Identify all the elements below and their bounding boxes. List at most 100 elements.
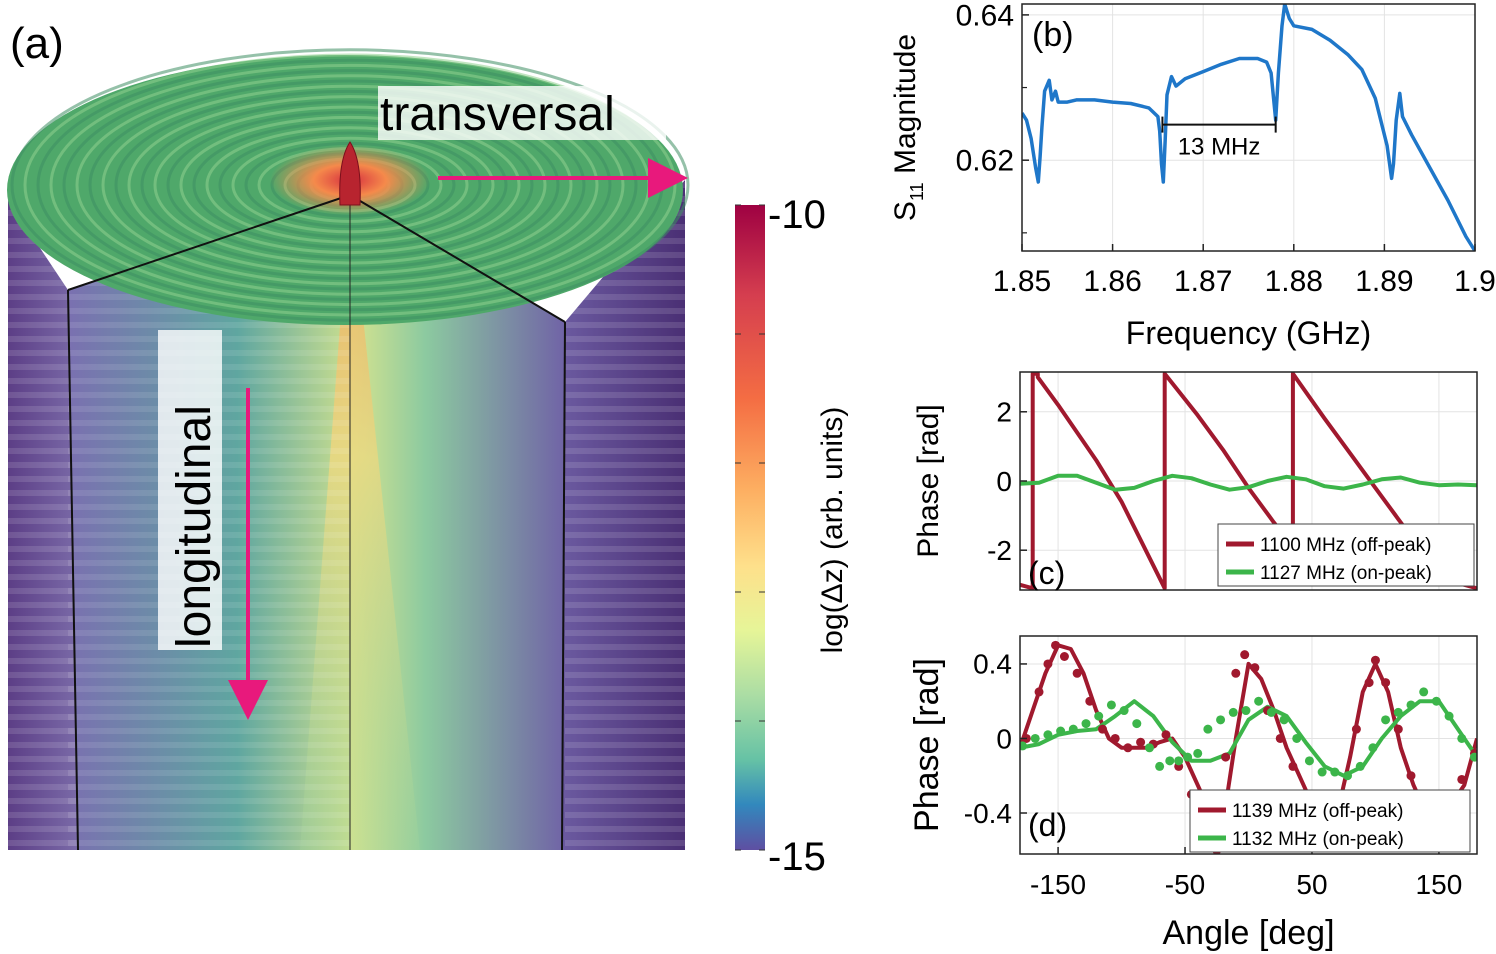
legend-entry: 1139 MHz (off-peak): [1232, 801, 1403, 822]
data-point-2: [1304, 756, 1314, 766]
longitudinal-label: longitudinal: [168, 405, 221, 648]
y-tick-label: 0.4: [973, 649, 1012, 680]
data-point-2: [1216, 715, 1226, 725]
data-point-2: [1330, 767, 1340, 777]
x-axis-label: Frequency (GHz): [1126, 315, 1371, 351]
x-tick-label: 1.89: [1355, 265, 1413, 298]
data-point-2: [1406, 700, 1416, 710]
series-line-1: [1022, 4, 1475, 251]
x-tick-label: 150: [1416, 869, 1463, 900]
legend: [1217, 523, 1475, 587]
x-tick-label: 1.9: [1454, 265, 1496, 298]
y-tick-label: 0.64: [956, 0, 1014, 32]
data-point-1: [1123, 743, 1133, 753]
data-point-1: [1221, 752, 1231, 762]
data-point-2: [1419, 687, 1429, 697]
data-point-2: [1254, 696, 1264, 706]
x-tick-label: -150: [1030, 869, 1086, 900]
y-axis-label-main: S: [889, 201, 922, 221]
plot-area: [1022, 4, 1475, 251]
cylinder-side-bands-left: [8, 200, 78, 850]
y-tick-label: 2: [996, 397, 1012, 428]
data-point-2: [1355, 761, 1365, 771]
data-point-1: [1085, 696, 1095, 706]
data-point-2: [1444, 711, 1454, 721]
x-axis-label: Angle [deg]: [1162, 914, 1334, 952]
data-point-2: [1132, 719, 1142, 729]
data-point-1: [1110, 733, 1120, 743]
data-point-1: [1059, 651, 1069, 661]
legend: [1189, 789, 1471, 853]
y-axis-label: S11 Magnitude: [889, 34, 927, 221]
data-point-2: [1203, 724, 1213, 734]
data-point-1: [1393, 724, 1403, 734]
data-point-2: [1279, 715, 1289, 725]
data-point-2: [1106, 700, 1116, 710]
data-point-1: [1370, 655, 1380, 665]
panel-b-chart: 1.85 1.86 1.87 1.88 1.89 1.9 0.62 0.64 (b) Freque…: [889, 0, 1496, 351]
data-point-2: [1381, 715, 1391, 725]
x-tick-label: -50: [1165, 869, 1205, 900]
data-point-2: [1431, 696, 1441, 706]
panel-label-c: (c): [1028, 555, 1065, 591]
data-point-2: [1174, 756, 1184, 766]
x-tick-label: 1.86: [1083, 265, 1141, 298]
data-point-1: [1231, 668, 1241, 678]
series-line-2: [1020, 473, 1477, 492]
data-point-2: [1119, 706, 1129, 716]
data-point-2: [1081, 719, 1091, 729]
data-point-2: [1183, 752, 1193, 762]
cut-edge-right: [561, 321, 566, 851]
y-tick-label: 0.62: [956, 145, 1014, 178]
data-point-1: [1250, 663, 1260, 673]
annotation-label: 13 MHz: [1178, 134, 1261, 161]
colorbar-axis-label: log(Δz) (arb. units): [816, 407, 849, 654]
y-axis-label: Phase [rad]: [908, 658, 946, 832]
legend-entry: 1127 MHz (on-peak): [1260, 563, 1432, 584]
cut-face-right: [350, 195, 565, 850]
transversal-label: transversal: [380, 88, 615, 141]
data-point-2: [1292, 733, 1302, 743]
cylinder-side-bands-right: [565, 180, 685, 850]
colorbar: [735, 205, 765, 850]
x-tick-label: 1.87: [1174, 265, 1232, 298]
x-tick-label: 50: [1296, 869, 1327, 900]
transversal-label-bg: [378, 86, 666, 140]
data-point-1: [1275, 733, 1285, 743]
data-point-1: [1406, 771, 1416, 781]
data-point-2: [1241, 706, 1251, 716]
data-point-2: [1317, 767, 1327, 777]
y-tick-label: -0.4: [964, 798, 1012, 829]
panel-label-a: (a): [10, 19, 64, 68]
x-tick-label: 1.88: [1265, 265, 1323, 298]
data-point-2: [1030, 733, 1040, 743]
data-point-2: [1193, 748, 1203, 758]
data-point-1: [1364, 678, 1374, 688]
data-point-1: [1381, 678, 1391, 688]
data-point-1: [1136, 737, 1146, 747]
axes-frame: [1019, 635, 1478, 855]
series-line-1: [1020, 643, 1477, 825]
data-point-2: [1144, 743, 1154, 753]
panel-label-d: (d): [1028, 807, 1067, 843]
data-point-1: [1034, 687, 1044, 697]
legend-entry: 1132 MHz (on-peak): [1232, 829, 1404, 850]
legend-entry: 1100 MHz (off-peak): [1260, 535, 1431, 556]
data-point-1: [1457, 774, 1467, 784]
cut-edge-left: [67, 289, 79, 851]
data-point-2: [1457, 733, 1467, 743]
data-point-2: [1343, 771, 1353, 781]
colorbar-min-label: -15: [768, 835, 826, 879]
data-point-2: [1165, 756, 1175, 766]
panel-label-b: (b): [1032, 16, 1074, 54]
data-point-1: [1072, 668, 1082, 678]
y-axis-label-rest: Magnitude: [889, 34, 922, 182]
data-point-2: [1469, 752, 1477, 762]
colorbar-ticks: [735, 204, 765, 851]
data-point-1: [1098, 724, 1108, 734]
data-point-2: [1043, 730, 1053, 740]
data-point-2: [1155, 761, 1165, 771]
tip: [339, 141, 361, 206]
data-point-2: [1094, 711, 1104, 721]
